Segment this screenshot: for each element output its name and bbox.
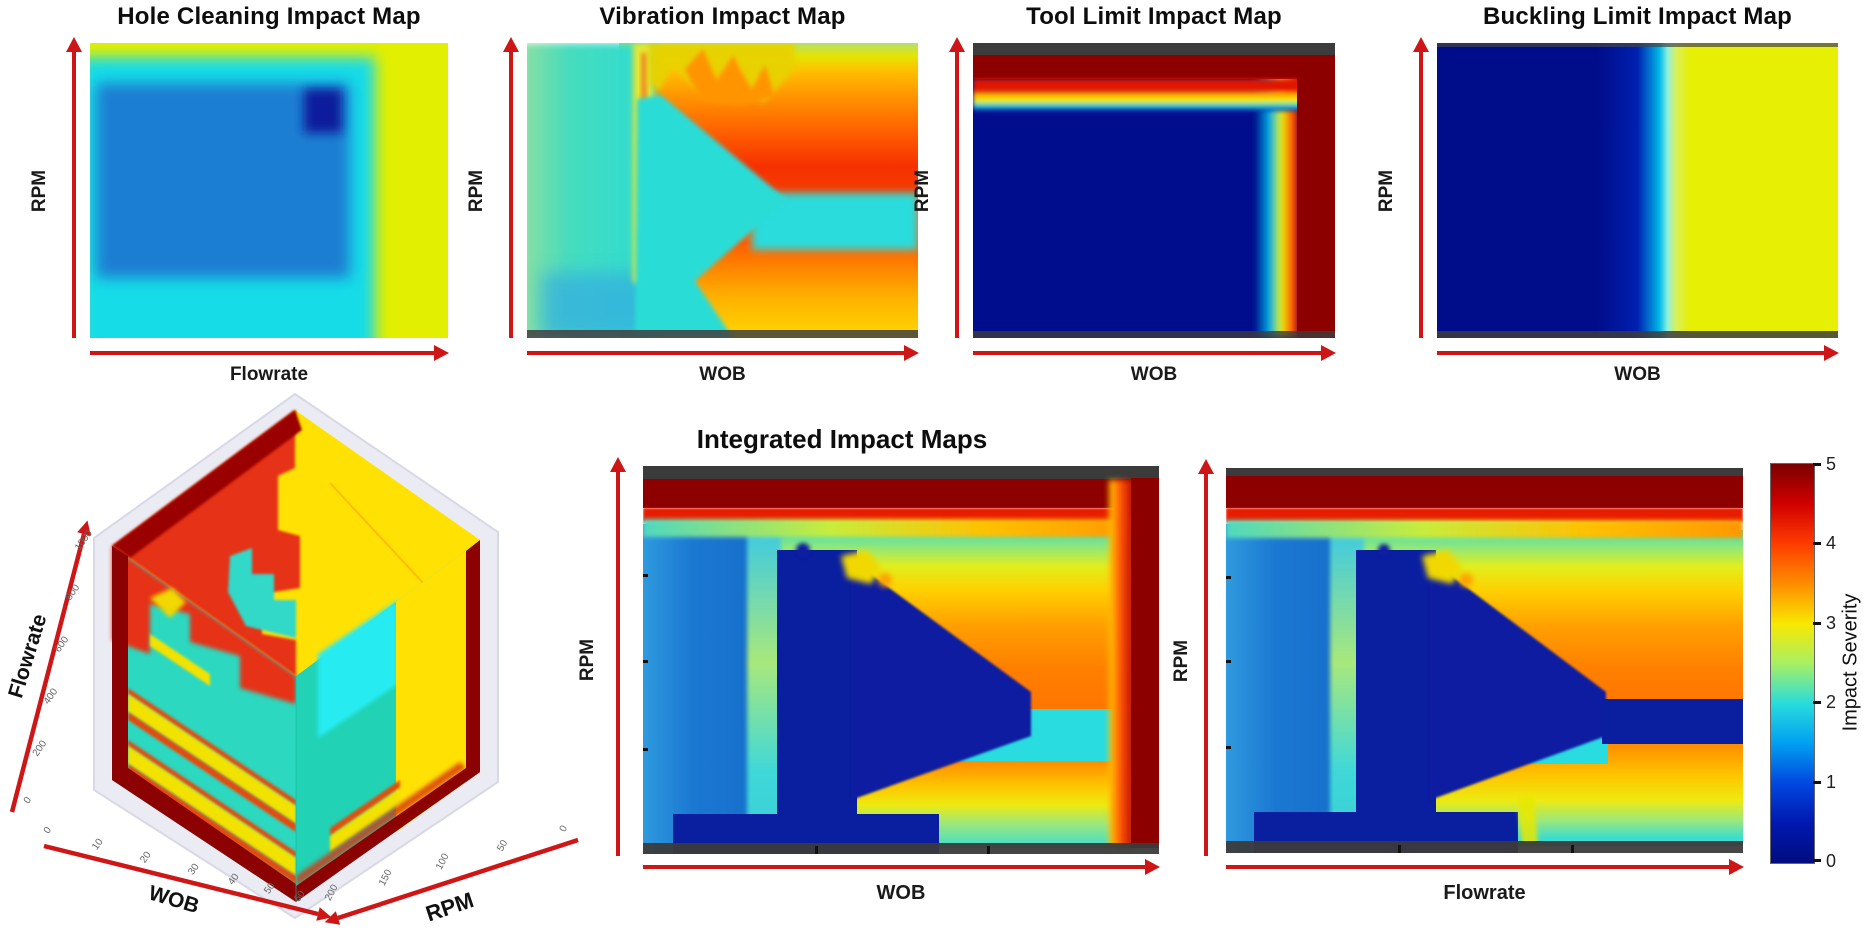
hole-cleaning-heatmap — [90, 43, 448, 338]
colorbar-tick: 1 — [1826, 772, 1837, 792]
colorbar-tick-mark — [1813, 542, 1821, 545]
colorbar-label: Impact Severity — [1839, 593, 1862, 732]
flowrate-tick: 1000 — [73, 528, 95, 553]
cube-3d-plot: 0 200 400 600 800 1000 Flowrate 0 10 20 … — [4, 392, 579, 926]
rpm-axis-arrow — [503, 37, 519, 338]
wob-axis-arrow — [1437, 345, 1839, 361]
flowrate-tick: 200 — [31, 738, 50, 758]
cube-wob-axis-arrow — [43, 843, 319, 917]
y-axis-label: RPM — [466, 169, 488, 212]
rpm-tick: 100 — [434, 851, 452, 871]
colorbar-tick-mark — [1813, 859, 1821, 862]
colorbar-gradient — [1770, 463, 1815, 864]
colorbar-tick: 5 — [1826, 454, 1837, 474]
panel-title: Buckling Limit Impact Map — [1482, 3, 1793, 30]
buckling-limit-heatmap — [1437, 43, 1838, 338]
cube-flowrate-axis-arrow — [9, 533, 87, 813]
colorbar-tick-mark — [1813, 622, 1821, 625]
x-axis-label: WOB — [1614, 364, 1661, 385]
colorbar-tick-mark — [1813, 463, 1821, 466]
colorbar-tick: 0 — [1826, 851, 1837, 871]
rpm-tick: 150 — [377, 867, 395, 887]
panel-title: Hole Cleaning Impact Map — [117, 3, 421, 30]
tool-limit-heatmap — [973, 43, 1335, 338]
y-axis-label: RPM — [29, 169, 51, 212]
cube-wob-axis-label: WOB — [146, 881, 202, 918]
colorbar-tick-mark — [1813, 701, 1821, 704]
flowrate-axis-arrow — [90, 345, 449, 361]
x-axis-label: WOB — [1130, 364, 1178, 385]
rpm-tick: 50 — [495, 838, 510, 853]
rpm-tick: 0 — [558, 823, 571, 833]
colorbar-tick-mark — [1813, 781, 1821, 784]
colorbar-label-box: Impact Severity — [1838, 463, 1864, 862]
x-axis-label: Flowrate — [229, 364, 309, 385]
wob-axis-arrow — [643, 859, 1160, 875]
x-axis-label: Flowrate — [1443, 882, 1526, 904]
y-axis-label-box: RPM — [1375, 43, 1399, 338]
integrated-wob-heatmap — [643, 466, 1159, 854]
x-axis-label: WOB — [876, 882, 926, 904]
vibration-heatmap — [527, 43, 918, 338]
x-axis-label: WOB — [699, 364, 746, 385]
colorbar-tick: 3 — [1826, 613, 1837, 633]
y-axis-label: RPM — [1171, 639, 1193, 682]
panel-title: Vibration Impact Map — [599, 3, 846, 30]
wob-tick: 30 — [186, 861, 202, 877]
colorbar-tick: 4 — [1826, 533, 1837, 553]
y-axis-label: RPM — [912, 169, 934, 212]
integrated-flowrate-heatmap — [1226, 468, 1743, 853]
y-axis-label-box: RPM — [28, 43, 52, 338]
rpm-axis-arrow — [1198, 459, 1214, 856]
panel-title: Tool Limit Impact Map — [1026, 3, 1282, 30]
wob-tick: 0 — [42, 825, 54, 836]
integrated-title: Integrated Impact Maps — [696, 424, 988, 454]
y-axis-label: RPM — [577, 638, 599, 682]
flowrate-axis-arrow — [1226, 859, 1744, 875]
y-axis-label-box: RPM — [465, 43, 489, 338]
wob-axis-arrow — [973, 345, 1336, 361]
cube-rpm-axis-arrow — [337, 837, 579, 921]
rpm-axis-arrow — [66, 37, 82, 338]
wob-tick: 20 — [138, 849, 154, 865]
wob-axis-arrow — [527, 345, 919, 361]
flowrate-tick: 0 — [22, 795, 34, 806]
y-axis-label-box: RPM — [576, 466, 600, 854]
wob-tick: 10 — [90, 836, 106, 852]
y-axis-label-box: RPM — [911, 43, 935, 338]
y-axis-label: RPM — [1376, 169, 1398, 212]
rpm-axis-arrow — [949, 37, 965, 338]
colorbar-tick: 2 — [1826, 692, 1837, 712]
cube-rpm-axis-label: RPM — [422, 887, 476, 926]
cube-left-face — [112, 546, 296, 902]
y-axis-label-box: RPM — [1170, 468, 1194, 853]
rpm-axis-arrow — [610, 457, 626, 856]
rpm-axis-arrow — [1413, 37, 1429, 338]
